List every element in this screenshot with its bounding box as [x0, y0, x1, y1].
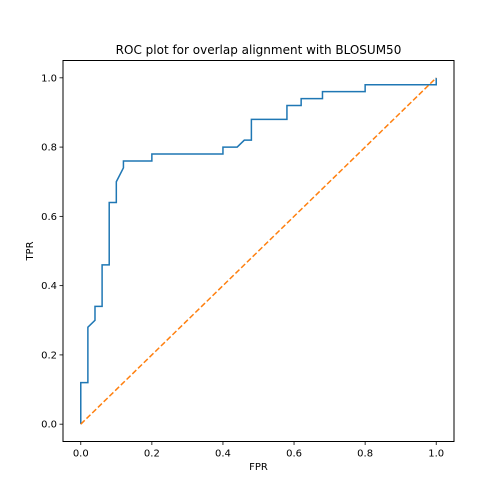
x-tick-label: 0.2 — [144, 449, 160, 460]
x-axis-label: FPR — [249, 462, 268, 473]
chart-title: ROC plot for overlap alignment with BLOS… — [116, 43, 402, 57]
x-tick-label: 0.4 — [215, 449, 231, 460]
axis-ticks: 0.0 0.2 0.4 0.6 0.8 1.0 0.0 0.2 0.4 0.6 0.8 1.0 — [41, 73, 444, 459]
chance-diagonal-line — [80, 77, 437, 425]
x-tick-label: 0.0 — [73, 449, 89, 460]
x-tick-label: 1.0 — [428, 449, 444, 460]
x-tick-label: 0.8 — [357, 449, 373, 460]
y-tick-label: 0.0 — [41, 420, 57, 431]
y-tick-label: 0.8 — [41, 143, 57, 154]
y-tick-label: 1.0 — [41, 73, 57, 84]
roc-curve-line — [80, 77, 437, 425]
y-tick-label: 0.4 — [41, 281, 57, 292]
y-axis-label: TPR — [25, 241, 36, 261]
y-tick-label: 0.2 — [41, 350, 57, 361]
axes-frame — [62, 60, 455, 442]
x-tick-label: 0.6 — [286, 449, 302, 460]
plot-area — [80, 77, 437, 425]
y-tick-label: 0.6 — [41, 212, 57, 223]
